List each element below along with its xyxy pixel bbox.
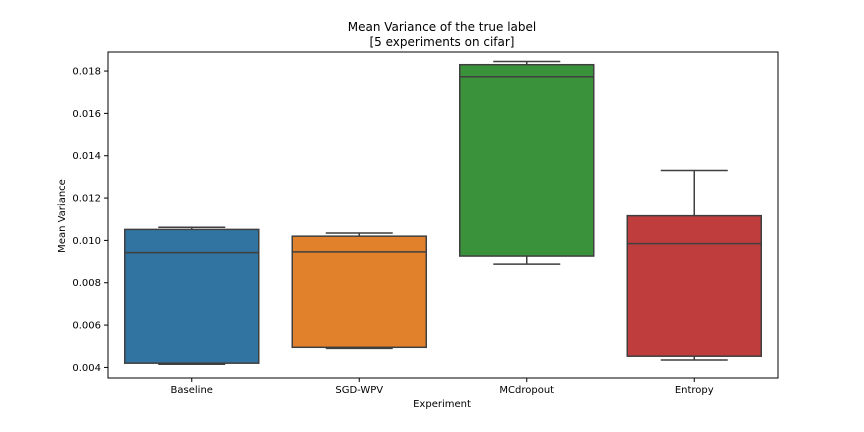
box-entropy [626, 214, 762, 357]
x-tick-label: SGD-WPV [335, 385, 383, 396]
y-tick-label: 0.008 [72, 278, 101, 289]
y-tick-label: 0.018 [72, 67, 101, 78]
y-tick-label: 0.004 [72, 363, 101, 374]
x-tick-label: MCdropout [499, 385, 554, 396]
plot-frame [107, 51, 779, 379]
box-sgd-wpv [291, 235, 427, 349]
y-axis-label: Mean Variance [57, 179, 68, 253]
y-tick-label: 0.012 [72, 194, 101, 205]
box-mcdropout [459, 63, 595, 257]
y-tick-label: 0.014 [72, 151, 101, 162]
box-baseline [124, 228, 260, 364]
y-tick-label: 0.006 [72, 321, 101, 332]
x-tick-label: Entropy [675, 385, 714, 396]
chart-title: Mean Variance of the true label [348, 20, 537, 34]
y-tick-label: 0.016 [72, 109, 101, 120]
chart-subtitle: [5 experiments on cifar] [369, 35, 514, 49]
x-tick-label: Baseline [171, 385, 213, 396]
plot-area: 0.004 0.006 0.008 0.010 0.012 0.014 0.016 0.018… [72, 51, 779, 396]
y-tick-label: 0.010 [72, 236, 101, 247]
x-axis-label: Experiment [413, 399, 471, 410]
